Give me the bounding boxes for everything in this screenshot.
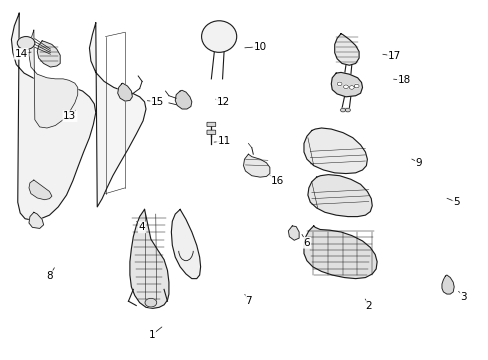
- Text: 7: 7: [244, 296, 251, 306]
- Polygon shape: [89, 23, 146, 207]
- Polygon shape: [334, 34, 358, 65]
- Polygon shape: [243, 154, 269, 177]
- Circle shape: [17, 37, 35, 49]
- Text: 10: 10: [253, 42, 266, 51]
- Polygon shape: [307, 175, 371, 217]
- Polygon shape: [118, 83, 132, 101]
- Polygon shape: [29, 30, 78, 128]
- Polygon shape: [441, 275, 453, 294]
- Text: 16: 16: [270, 176, 284, 186]
- Polygon shape: [175, 90, 191, 109]
- Text: 11: 11: [217, 136, 230, 146]
- Text: 14: 14: [15, 49, 28, 59]
- Circle shape: [343, 85, 347, 89]
- Polygon shape: [288, 226, 299, 240]
- Text: 4: 4: [139, 222, 145, 232]
- Text: 12: 12: [216, 97, 229, 107]
- Polygon shape: [330, 72, 362, 97]
- Text: 15: 15: [151, 97, 164, 107]
- Polygon shape: [304, 128, 366, 174]
- Text: 2: 2: [365, 301, 371, 311]
- Polygon shape: [130, 210, 168, 309]
- Text: 18: 18: [397, 75, 410, 85]
- Text: 6: 6: [303, 238, 309, 248]
- Text: 1: 1: [148, 330, 155, 340]
- Text: 17: 17: [387, 51, 401, 61]
- Circle shape: [353, 84, 358, 88]
- Ellipse shape: [201, 21, 236, 52]
- FancyBboxPatch shape: [206, 130, 215, 134]
- Polygon shape: [11, 13, 96, 220]
- Circle shape: [340, 108, 345, 112]
- Text: 8: 8: [46, 271, 53, 281]
- Polygon shape: [29, 180, 52, 200]
- Text: 9: 9: [415, 158, 422, 168]
- Circle shape: [345, 108, 349, 112]
- Polygon shape: [304, 226, 376, 279]
- Text: 13: 13: [63, 111, 77, 121]
- Circle shape: [336, 82, 341, 86]
- Circle shape: [348, 86, 353, 89]
- Text: 3: 3: [460, 292, 466, 302]
- Circle shape: [145, 298, 157, 307]
- FancyBboxPatch shape: [206, 122, 215, 127]
- Polygon shape: [171, 210, 200, 279]
- Polygon shape: [37, 41, 60, 67]
- Text: 5: 5: [452, 197, 459, 207]
- Polygon shape: [29, 212, 43, 228]
